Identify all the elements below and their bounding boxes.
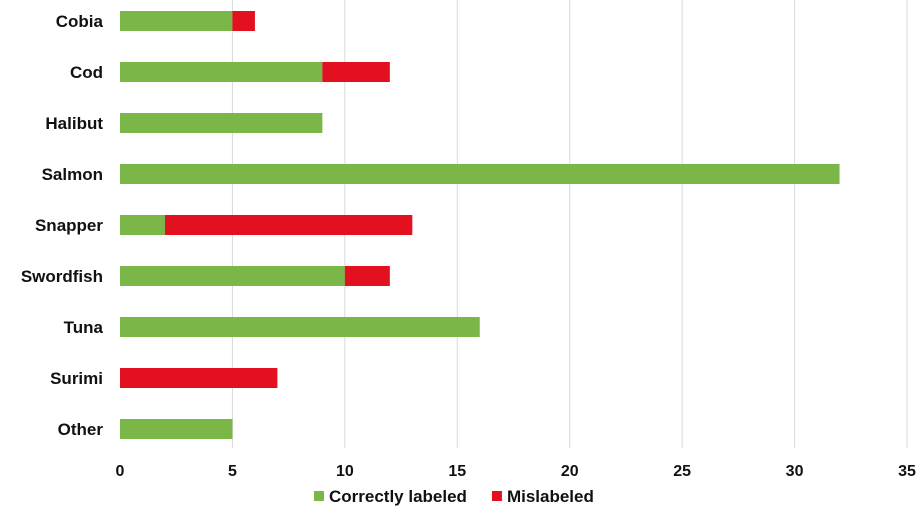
x-tick-label: 10 (336, 463, 354, 480)
category-label: Swordfish (21, 267, 103, 286)
legend-label: Correctly labeled (329, 487, 467, 506)
legend-swatch-mislabeled (491, 491, 502, 501)
category-labels: Cobia Cod Halibut Salmon Snapper Swordfish Tun… (21, 12, 104, 439)
x-tick-label: 30 (786, 463, 804, 480)
x-tick-label: 0 (116, 463, 125, 480)
category-label: Halibut (45, 114, 103, 133)
bars (120, 11, 840, 439)
x-tick-label: 15 (448, 463, 466, 480)
bar-snapper-correct (120, 215, 165, 235)
bar-swordfish-correct (120, 266, 345, 286)
bar-cobia-mislabeled (232, 11, 255, 31)
bar-cod-correct (120, 62, 323, 82)
x-tick-label: 35 (898, 463, 916, 480)
x-tick-label: 25 (673, 463, 691, 480)
legend: Correctly labeled Mislabeled (314, 487, 594, 506)
legend-swatch-correct (314, 491, 324, 501)
bar-salmon-correct (120, 164, 840, 184)
bar-halibut-correct (120, 113, 323, 133)
bar-snapper-mislabeled (164, 215, 413, 235)
category-label: Other (58, 420, 104, 439)
bar-cobia-correct (120, 11, 233, 31)
category-label: Cobia (56, 12, 104, 31)
x-tick-label: 20 (561, 463, 579, 480)
bar-cod-mislabeled (322, 62, 390, 82)
category-label: Surimi (50, 369, 103, 388)
bar-other-correct (120, 419, 233, 439)
legend-label: Mislabeled (507, 487, 594, 506)
x-tick-labels: 0 5 10 15 20 25 30 35 (116, 463, 916, 480)
category-label: Snapper (35, 216, 103, 235)
category-label: Tuna (64, 318, 104, 337)
bar-tuna-correct (120, 317, 480, 337)
x-tick-label: 5 (228, 463, 237, 480)
bar-swordfish-mislabeled (344, 266, 390, 286)
bar-surimi-mislabeled (120, 368, 278, 388)
category-label: Cod (70, 63, 103, 82)
category-label: Salmon (42, 165, 103, 184)
